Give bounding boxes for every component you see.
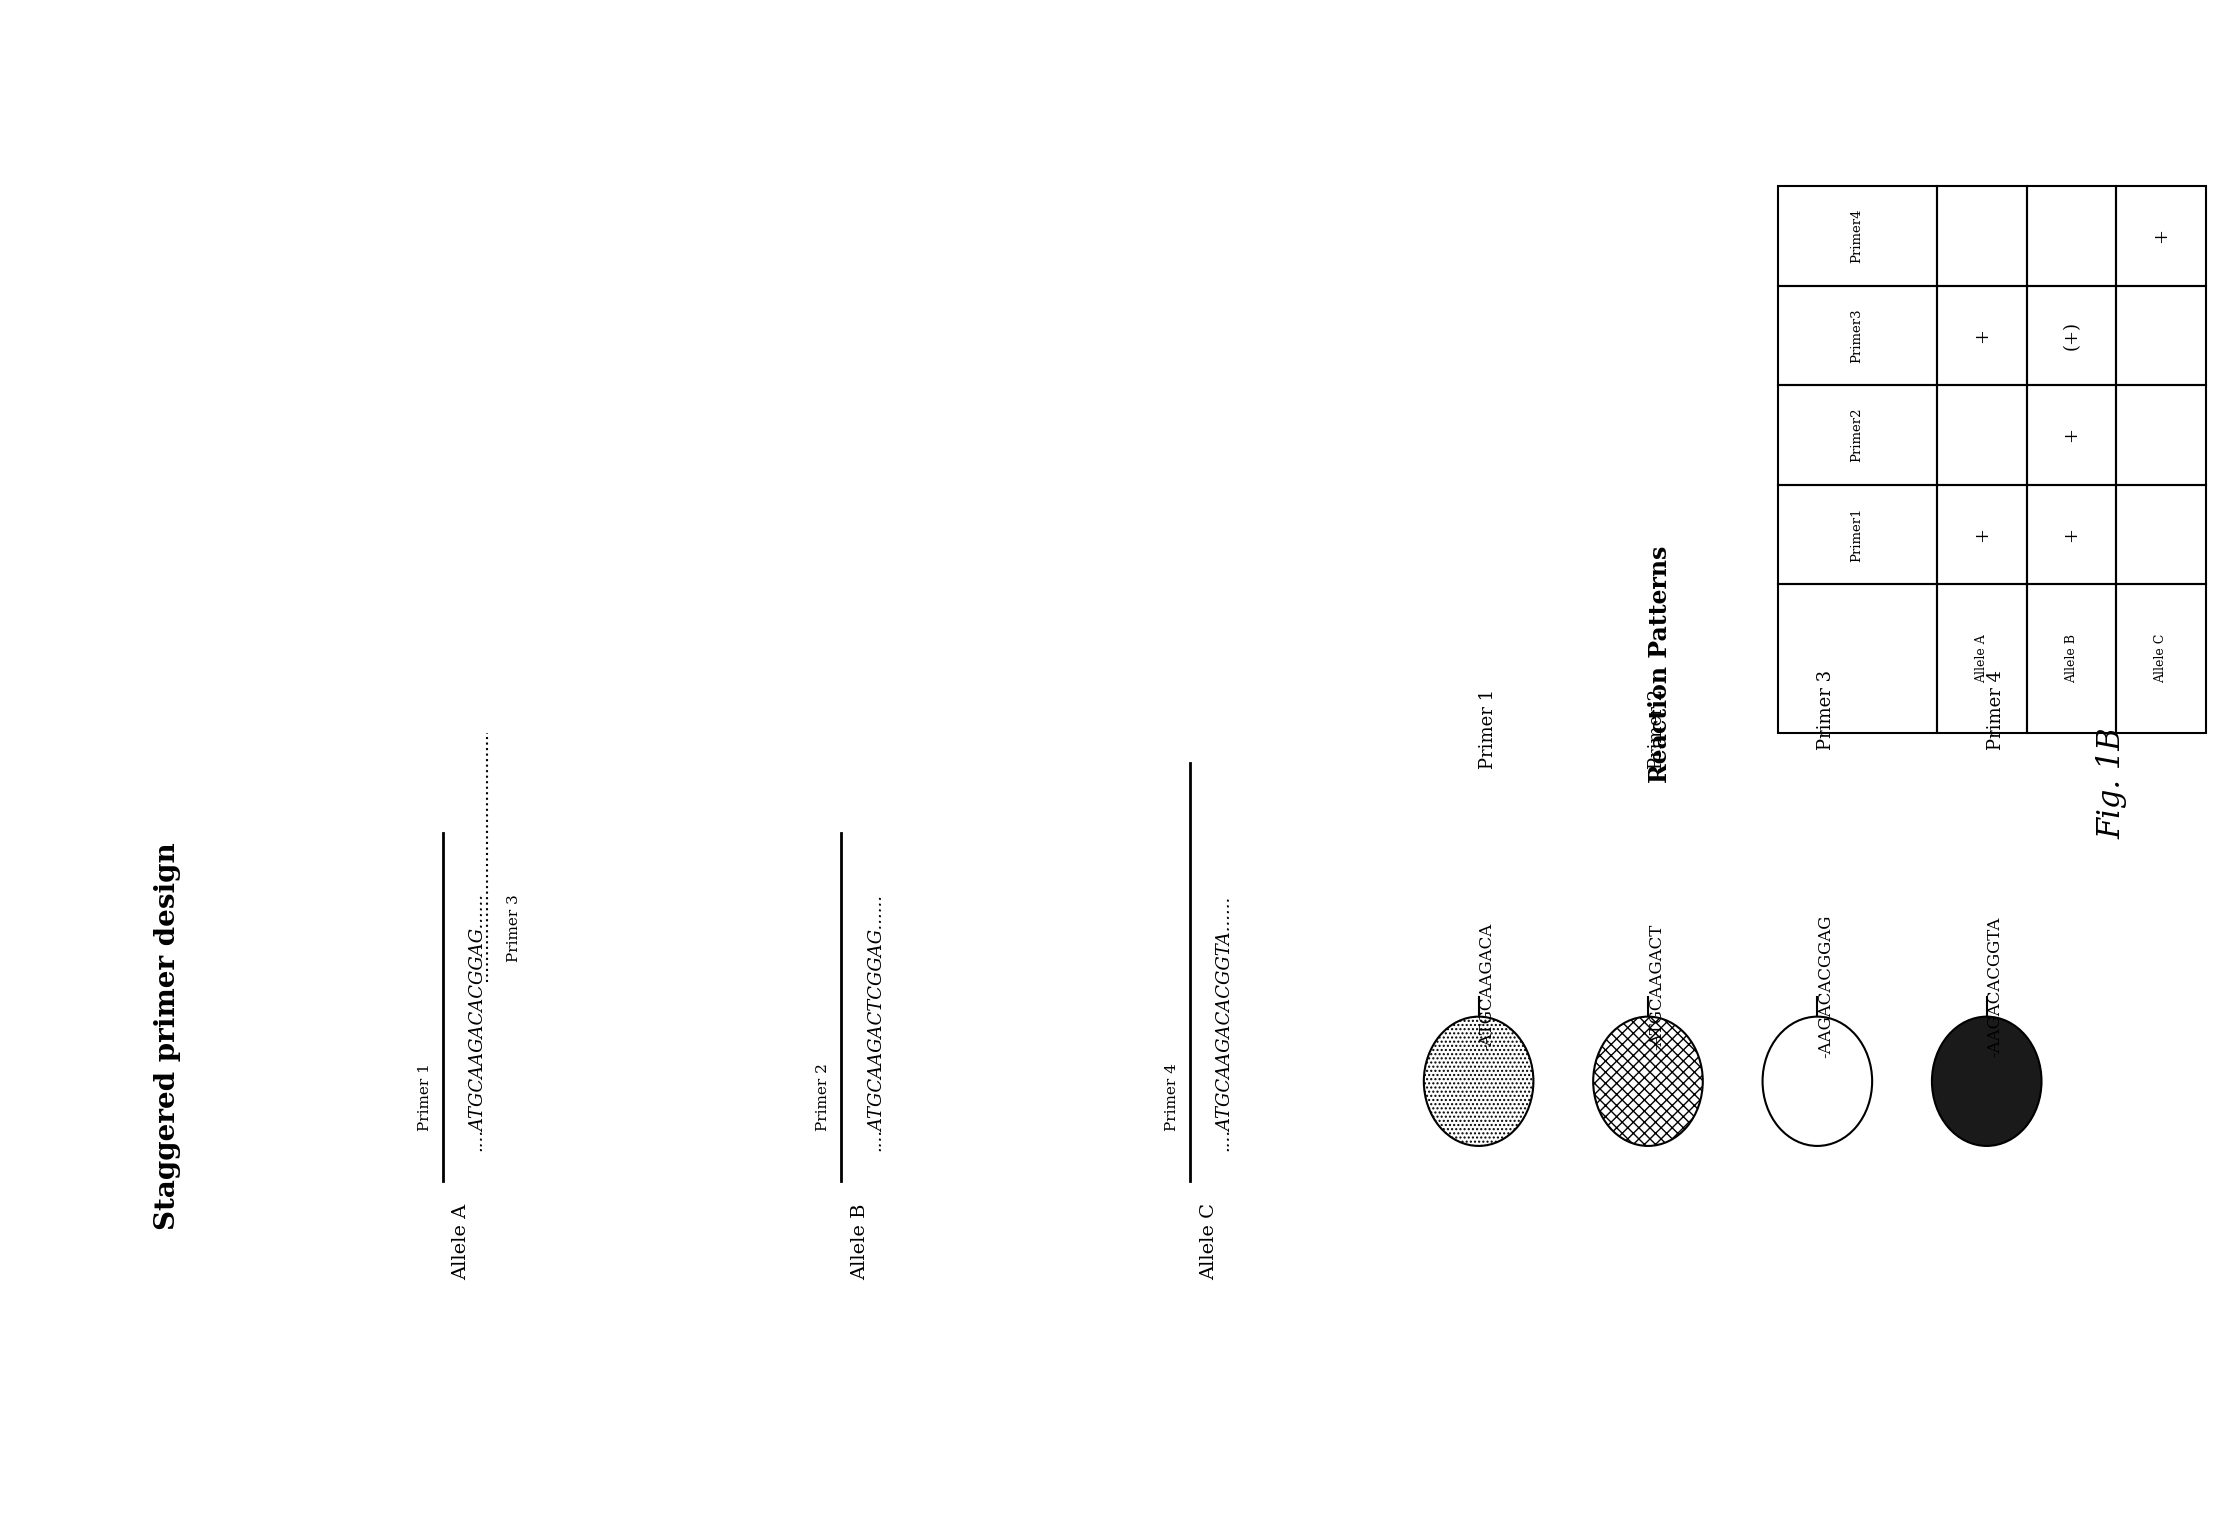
Text: Allele C: Allele C (2155, 635, 2168, 684)
Text: +: + (2064, 428, 2081, 443)
Bar (1779, 185, 1937, 285)
Text: +: + (2064, 527, 2081, 541)
Bar (1937, 385, 2026, 484)
Ellipse shape (1425, 1016, 1534, 1147)
Bar (2117, 484, 2206, 584)
Bar (2117, 285, 2206, 385)
Bar (1937, 484, 2026, 584)
Text: Primer 2: Primer 2 (1647, 690, 1665, 770)
Text: -ATGCAAGACT: -ATGCAAGACT (1647, 924, 1665, 1050)
Ellipse shape (1932, 1016, 2041, 1147)
Text: (+): (+) (2064, 320, 2081, 350)
Text: Primer2: Primer2 (1850, 408, 1863, 461)
Text: -ATGCAAGACA: -ATGCAAGACA (1478, 923, 1496, 1050)
Bar (2026, 484, 2117, 584)
Bar (2026, 285, 2117, 385)
Bar (1937, 285, 2026, 385)
Text: Primer1: Primer1 (1850, 507, 1863, 561)
Bar (2026, 185, 2117, 285)
Bar (2026, 584, 2117, 733)
Bar (2117, 584, 2206, 733)
Text: Allele B: Allele B (850, 1203, 868, 1280)
Text: Allele C: Allele C (1200, 1203, 1218, 1280)
Ellipse shape (1763, 1016, 1872, 1147)
Text: ....ATGCAAGACACGGTA......: ....ATGCAAGACACGGTA...... (1215, 895, 1233, 1151)
Text: Primer 4: Primer 4 (1988, 670, 2006, 750)
Text: Primer 1: Primer 1 (418, 1062, 432, 1131)
Ellipse shape (1594, 1016, 1703, 1147)
Text: Allele B: Allele B (2066, 635, 2077, 684)
Text: -AAGACACGGAG: -AAGACACGGAG (1816, 915, 1834, 1058)
Text: Fig. 1B: Fig. 1B (2097, 727, 2128, 839)
Text: Reaction Patterns: Reaction Patterns (1647, 546, 1672, 783)
Bar (1779, 285, 1937, 385)
Text: -AAGACACGGTA: -AAGACACGGTA (1988, 917, 2003, 1056)
Bar (2026, 385, 2117, 484)
Text: ....ATGCAAGACTCGGAG......: ....ATGCAAGACTCGGAG...... (866, 892, 884, 1151)
Text: Primer 1: Primer 1 (1478, 690, 1496, 770)
Text: Primer 2: Primer 2 (817, 1062, 830, 1131)
Text: Primer4: Primer4 (1850, 208, 1863, 264)
Bar (1937, 584, 2026, 733)
Text: Primer 3: Primer 3 (508, 894, 521, 961)
Bar (1779, 385, 1937, 484)
Text: Allele A: Allele A (452, 1203, 470, 1280)
Text: Primer3: Primer3 (1850, 308, 1863, 363)
Text: +: + (2153, 228, 2170, 244)
Text: Staggered primer design: Staggered primer design (154, 843, 180, 1231)
Bar (2117, 185, 2206, 285)
Bar (1937, 185, 2026, 285)
Bar (2117, 385, 2206, 484)
Text: Primer 4: Primer 4 (1164, 1062, 1180, 1131)
Text: +: + (1972, 527, 1990, 541)
Text: Primer 3: Primer 3 (1816, 670, 1836, 750)
Bar (1779, 584, 1937, 733)
Text: Allele A: Allele A (1974, 635, 1988, 684)
Text: +: + (1972, 328, 1990, 343)
Text: ....ATGCAAGACACGGAG......: ....ATGCAAGACACGGAG...... (467, 892, 485, 1151)
Bar (1779, 484, 1937, 584)
